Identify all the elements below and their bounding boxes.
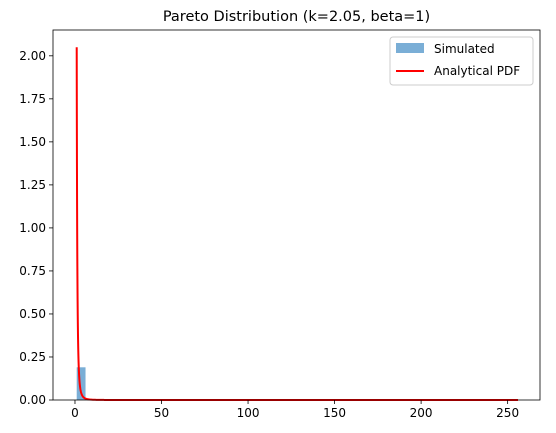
x-tick-label-50: 50 (154, 406, 169, 420)
x-tick-label-100: 100 (237, 406, 260, 420)
legend: Simulated Analytical PDF (389, 36, 534, 86)
x-tick-label-150: 150 (323, 406, 346, 420)
x-tick-label-200: 200 (410, 406, 433, 420)
x-tick-label-250: 250 (496, 406, 519, 420)
axes-frame (52, 29, 541, 401)
y-tick-label-0.5: 0.50 (19, 307, 46, 321)
legend-swatch-simulated (396, 43, 424, 53)
y-tick-label-0.75: 0.75 (19, 264, 46, 278)
chart-title: Pareto Distribution (k=2.05, beta=1) (163, 9, 430, 25)
y-tick-label-1.75: 1.75 (19, 92, 46, 106)
y-axis-ticks: 0.00 0.25 0.50 0.75 1.00 1.25 1.50 1.75 2.00 (19, 49, 53, 407)
legend-box (389, 36, 534, 86)
x-tick-label-0: 0 (71, 406, 79, 420)
y-tick-label-1.5: 1.50 (19, 135, 46, 149)
y-tick-label-1.25: 1.25 (19, 178, 46, 192)
histogram-bar-0 (76, 367, 86, 400)
legend-label-simulated: Simulated (434, 42, 495, 56)
y-tick-label-0: 0.00 (19, 393, 46, 407)
histogram-bars (76, 367, 121, 400)
plot-frame (52, 29, 541, 401)
y-tick-label-1: 1.00 (19, 221, 46, 235)
y-tick-label-2: 2.00 (19, 49, 46, 63)
legend-label-analytical-pdf: Analytical PDF (434, 64, 520, 78)
y-tick-label-0.25: 0.25 (19, 350, 46, 364)
x-axis-ticks: 0 50 100 150 200 250 (71, 400, 519, 420)
pdf-line (75, 46, 519, 401)
pdf-line-group (75, 46, 519, 401)
